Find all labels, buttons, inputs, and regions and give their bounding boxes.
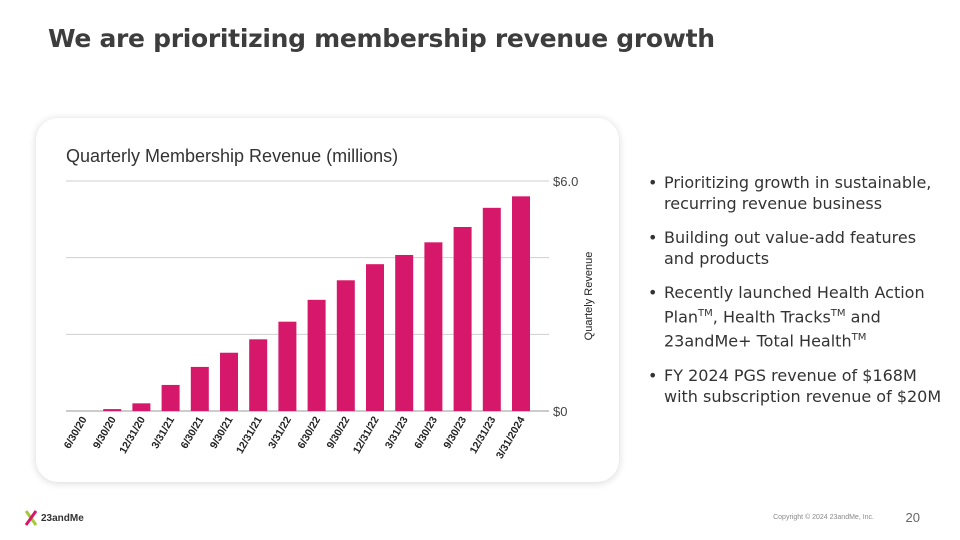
bar (424, 242, 443, 411)
bullet-dot-icon: • (648, 228, 658, 247)
y-tick-label: $0 (553, 404, 567, 419)
page-number: 20 (905, 510, 920, 525)
x-tick-label: 3/31/21 (149, 414, 177, 450)
23andme-logo-icon (24, 510, 38, 526)
bar (512, 196, 530, 411)
bar (278, 321, 297, 411)
bullet-item: • Prioritizing growth in sustainable, rec… (646, 172, 946, 214)
x-tick-label: 9/30/20 (91, 414, 119, 450)
x-tick-label: 12/31/21 (234, 414, 265, 456)
bar (220, 352, 238, 411)
bullet-dot-icon: • (648, 173, 658, 192)
bullet-item: • Recently launched Health Action PlanTM,… (646, 282, 946, 352)
slide-title: We are prioritizing membership revenue g… (48, 24, 715, 53)
x-tick-label: 12/31/20 (117, 414, 148, 456)
trademark-superscript: TM (698, 308, 713, 319)
x-tick-label: 9/30/21 (208, 414, 236, 450)
bullet-dot-icon: • (648, 365, 658, 385)
x-tick-label: 6/30/20 (62, 414, 90, 450)
bar (453, 227, 472, 411)
y-tick-label: $6.0 (553, 174, 578, 189)
x-tick-label: 3/31/23 (383, 414, 411, 450)
bar (103, 409, 122, 411)
x-tick-label: 3/31/22 (266, 414, 294, 450)
logo-text: 23andMe (41, 512, 84, 524)
bar (336, 280, 355, 411)
x-tick-label: 12/31/23 (468, 414, 499, 456)
trademark-superscript: TM (830, 308, 846, 319)
bar (132, 403, 151, 411)
bullet-item: • Building out value-add features and pro… (646, 227, 946, 269)
chart-card: Quarterly Membership Revenue (millions) … (36, 118, 619, 482)
x-tick-label: 6/30/21 (178, 414, 206, 450)
bar (482, 207, 501, 411)
bar (190, 366, 209, 411)
bullet-text: Building out value-add features and prod… (664, 228, 917, 268)
company-logo: 23andMe (24, 510, 84, 526)
bullet-item: • FY 2024 PGS revenue of $168M with subsc… (646, 365, 946, 407)
x-tick-label: 3/31/2024 (494, 414, 528, 461)
bullet-text: FY 2024 PGS revenue of $168M with subscr… (664, 365, 942, 406)
bullet-text: Prioritizing growth in sustainable, recu… (664, 173, 932, 213)
copyright-text: Copyright © 2024 23andMe, Inc. (773, 514, 874, 521)
bar (249, 339, 268, 411)
trademark-superscript: TM (851, 332, 867, 344)
bullet-text: Recently launched Health Action Plan (664, 283, 925, 327)
bullet-text: and 23andMe+ Total Health (664, 307, 881, 351)
bar (395, 254, 414, 411)
bullet-list: • Prioritizing growth in sustainable, rec… (646, 172, 946, 420)
x-tick-label: 6/30/23 (412, 414, 440, 450)
x-tick-label: 9/30/23 (441, 414, 469, 450)
bar (307, 299, 326, 411)
x-tick-label: 9/30/22 (324, 414, 352, 450)
bullet-text: , Health Tracks (712, 307, 831, 327)
y-axis-title: Quartely Revenue (583, 252, 595, 341)
bullet-dot-icon: • (648, 283, 658, 302)
chart-title: Quarterly Membership Revenue (millions) (66, 146, 399, 166)
bar (161, 384, 180, 411)
x-tick-label: 12/31/22 (351, 414, 382, 456)
x-tick-label: 6/30/22 (295, 414, 323, 450)
bar (366, 264, 384, 411)
